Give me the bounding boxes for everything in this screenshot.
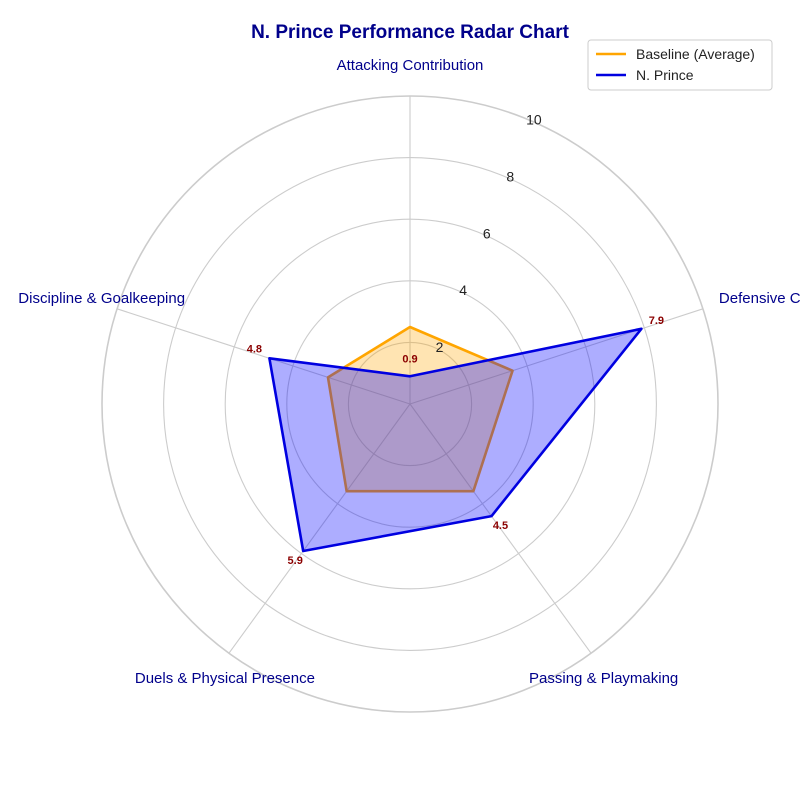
axis-label: Passing & Playmaking [529,670,678,687]
radar-labels: 2 4 6 8 10 Attacking Contribution Defensive Ca… [18,57,800,687]
axis-label: Attacking Contribution [337,57,484,74]
data-label: 4.8 [247,343,262,355]
data-label: 4.5 [493,520,508,532]
legend-entry: Baseline (Average) [636,46,755,62]
series-area [327,327,513,492]
legend-box [587,39,773,91]
series-area [269,328,642,552]
axis-label: Duels & Physical Presence [135,670,315,687]
legend-entry: N. Prince [636,67,694,83]
grid-spoke [228,403,411,654]
radar-series [268,325,643,553]
axis-label: Discipline & Goalkeeping [18,290,185,307]
data-label: 0.9 [402,353,417,365]
series-line [326,325,514,493]
data-label: 5.9 [288,555,303,567]
grid-spoke [116,308,411,405]
radial-tick-label: 6 [483,225,491,241]
radial-tick-label: 10 [526,111,542,127]
radial-tick-label: 4 [459,282,467,298]
legend: Baseline (Average) N. Prince [587,39,773,91]
chart-title: N. Prince Performance Radar Chart [251,22,570,43]
data-label: 7.9 [649,315,664,327]
grid-spoke [409,308,704,405]
radar-grid [101,95,719,713]
radial-tick-label: 8 [506,168,514,184]
grid-spoke [409,403,592,654]
series-line [268,327,643,553]
axis-label: Defensive Capability [719,290,800,307]
radial-tick-label: 2 [436,339,444,355]
